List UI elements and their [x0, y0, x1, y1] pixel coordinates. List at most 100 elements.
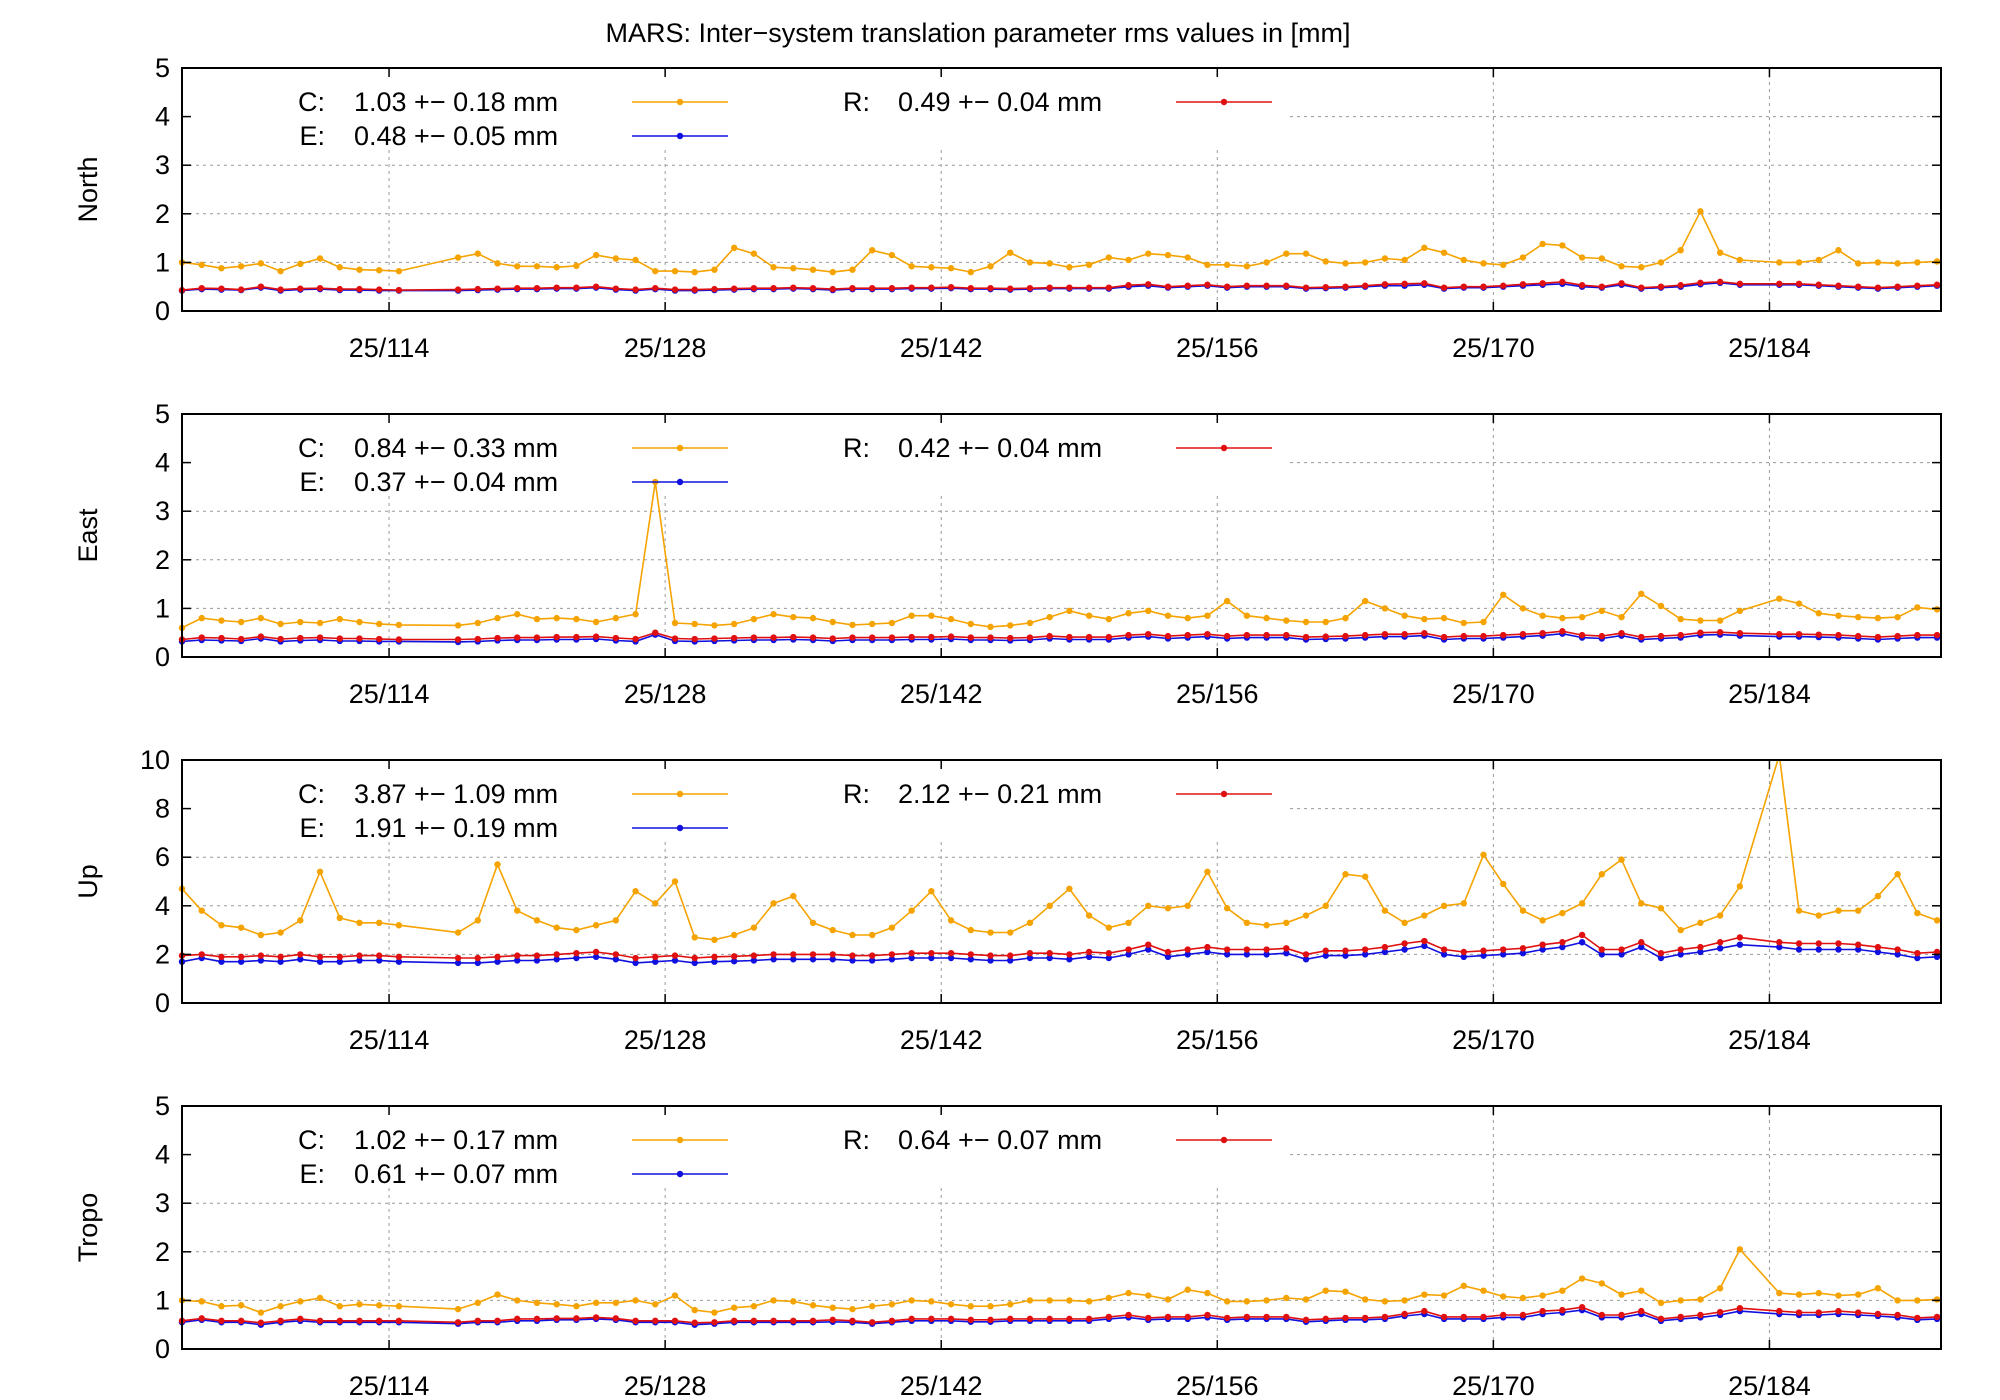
data-point-C: [790, 1298, 797, 1305]
data-point-R: [1243, 946, 1251, 953]
data-point-R: [218, 953, 225, 961]
data-point-C: [1381, 1298, 1389, 1305]
data-point-R: [1697, 1311, 1704, 1319]
data-point-C: [336, 914, 343, 922]
data-point-C: [849, 931, 856, 939]
data-point-C: [494, 614, 501, 622]
data-point-E: [967, 956, 974, 963]
data-point-E: [553, 956, 560, 963]
data-point-C: [592, 618, 600, 626]
data-point-C: [849, 1305, 856, 1313]
data-point-C: [711, 622, 718, 629]
data-point-C: [1361, 597, 1369, 605]
data-point-R: [1263, 282, 1270, 289]
data-point-R: [375, 952, 383, 959]
data-point-C: [1440, 249, 1448, 256]
data-point-C: [1795, 1291, 1803, 1298]
data-point-R: [494, 1317, 501, 1325]
data-point-R: [1677, 631, 1684, 639]
data-point-C: [1598, 1280, 1606, 1287]
data-point-C: [1421, 244, 1428, 252]
data-point-C: [947, 1301, 955, 1308]
data-point-R: [474, 1317, 481, 1325]
data-point-E: [1914, 954, 1921, 962]
data-point-R: [849, 952, 856, 959]
data-point-C: [1894, 613, 1901, 621]
data-point-C: [671, 267, 679, 275]
data-point-R: [1578, 1304, 1586, 1311]
data-point-R: [829, 285, 836, 293]
y-tick-label: 6: [155, 842, 170, 872]
data-point-E: [1361, 951, 1369, 958]
y-tick-label: 1: [155, 593, 170, 623]
data-point-R: [1283, 945, 1290, 952]
data-point-R: [1440, 1313, 1448, 1321]
data-point-E: [316, 958, 324, 965]
data-point-R: [1223, 946, 1231, 953]
data-point-R: [1815, 1309, 1822, 1316]
data-point-C: [494, 861, 501, 868]
data-point-E: [1421, 942, 1428, 950]
data-point-E: [987, 957, 994, 964]
y-tick-label: 4: [155, 448, 170, 478]
data-point-C: [237, 263, 245, 270]
data-point-C: [1125, 256, 1132, 264]
data-point-R: [1007, 952, 1014, 959]
data-point-R: [691, 286, 698, 293]
legend-value-R: 0.42 +− 0.04 mm: [898, 433, 1102, 463]
data-point-R: [1933, 1313, 1941, 1321]
data-point-C: [928, 264, 935, 271]
data-point-R: [1302, 633, 1310, 641]
data-point-C: [711, 1309, 718, 1316]
data-point-R: [1894, 946, 1901, 953]
data-point-R: [454, 636, 462, 643]
data-point-C: [573, 615, 580, 623]
data-point-C: [1421, 1291, 1428, 1298]
plot-frame: [181, 1105, 1942, 1350]
data-point-R: [691, 954, 698, 962]
legend-label-C: C:: [298, 433, 325, 463]
x-tick-label: 25/184: [1728, 1025, 1811, 1055]
data-point-E: [336, 958, 343, 965]
data-point-R: [1736, 1304, 1744, 1312]
data-point-C: [474, 250, 481, 257]
data-point-R: [1539, 629, 1546, 637]
y-tick-label: 2: [155, 1237, 170, 1267]
legend-marker-E: [676, 132, 684, 140]
x-tick-label: 25/128: [624, 1371, 707, 1400]
data-point-R: [1421, 280, 1428, 287]
data-point-R: [1046, 284, 1053, 291]
data-point-R: [1736, 934, 1744, 941]
legend-value-R: 2.12 +− 0.21 mm: [898, 779, 1102, 809]
data-point-R: [1657, 1315, 1665, 1323]
legend-label-E: E:: [299, 467, 325, 497]
data-point-R: [1795, 630, 1803, 638]
data-point-R: [1223, 632, 1231, 640]
data-point-C: [888, 1301, 896, 1308]
x-tick-label: 25/156: [1176, 679, 1259, 709]
data-point-R: [790, 633, 797, 641]
data-point-R: [1578, 931, 1586, 939]
data-point-R: [1519, 281, 1527, 288]
data-point-C: [454, 622, 462, 629]
data-point-C: [514, 907, 521, 914]
data-point-R: [829, 1316, 836, 1324]
data-point-C: [1105, 1294, 1113, 1302]
data-point-C: [533, 615, 541, 623]
data-point-C: [553, 924, 560, 931]
data-point-R: [1716, 939, 1724, 946]
x-tick-label: 25/128: [624, 1025, 707, 1055]
data-point-R: [1716, 278, 1724, 286]
data-point-R: [1223, 283, 1231, 290]
data-point-C: [1736, 1246, 1744, 1253]
data-point-R: [1263, 946, 1270, 953]
data-point-R: [1519, 1311, 1527, 1319]
legend-value-E: 0.37 +− 0.04 mm: [354, 467, 558, 497]
data-point-R: [770, 284, 777, 292]
legend-label-C: C:: [298, 87, 325, 117]
data-point-R: [514, 1315, 521, 1323]
data-point-C: [218, 922, 225, 929]
data-point-R: [612, 634, 620, 642]
data-point-R: [1795, 940, 1803, 947]
data-point-C: [1736, 883, 1744, 890]
